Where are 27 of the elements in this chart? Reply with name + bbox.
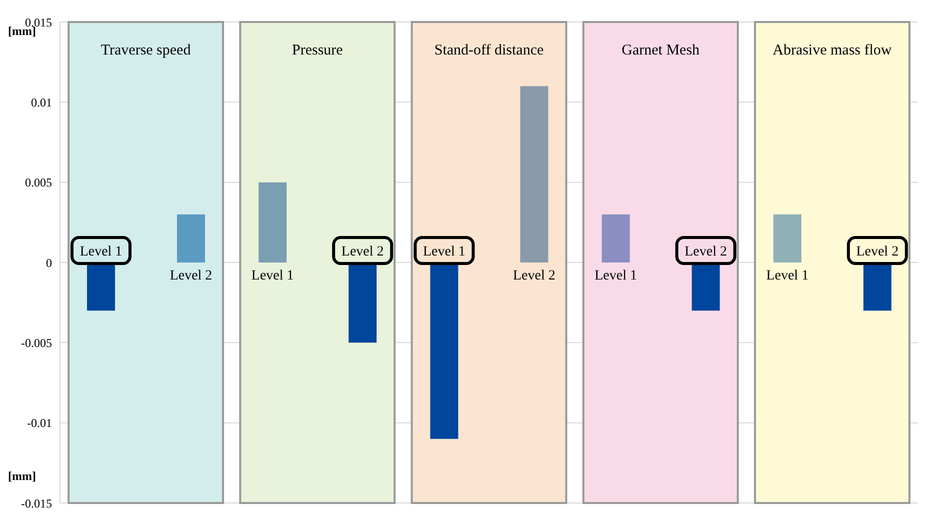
- x-tick-label: Stand-off distance: [434, 42, 544, 59]
- series-label: Level 1: [80, 244, 122, 260]
- text: Level 2: [513, 268, 556, 284]
- text: [mm]: [8, 469, 36, 484]
- text: Level 2: [341, 244, 384, 260]
- text: Level 1: [423, 244, 466, 260]
- y-tick-label: -0.015: [21, 496, 52, 510]
- x-tick-label: Garnet Mesh: [622, 42, 700, 59]
- y-tick-label: 0.01: [31, 95, 52, 110]
- bar: [258, 182, 287, 262]
- bar: [773, 214, 802, 262]
- bar: [602, 214, 630, 262]
- text: Level 1: [251, 268, 294, 284]
- text: Level 1: [766, 268, 809, 284]
- y-tick-label: 0.005: [25, 176, 52, 190]
- x-tick-label: Traverse speed: [100, 42, 192, 59]
- text: Level 1: [594, 268, 637, 284]
- bar: [177, 214, 205, 262]
- y-tick-label: 0: [46, 256, 52, 270]
- text: Level 2: [684, 244, 727, 260]
- bar: [520, 86, 548, 262]
- x-tick-label: Pressure: [292, 42, 344, 59]
- text: Level 2: [170, 268, 212, 284]
- y-tick-label: -0.01: [27, 416, 52, 430]
- x-tick-label: Abrasive mass flow: [772, 42, 892, 59]
- y-tick-label: -0.005: [21, 336, 52, 350]
- series-label: Level 2: [856, 244, 899, 260]
